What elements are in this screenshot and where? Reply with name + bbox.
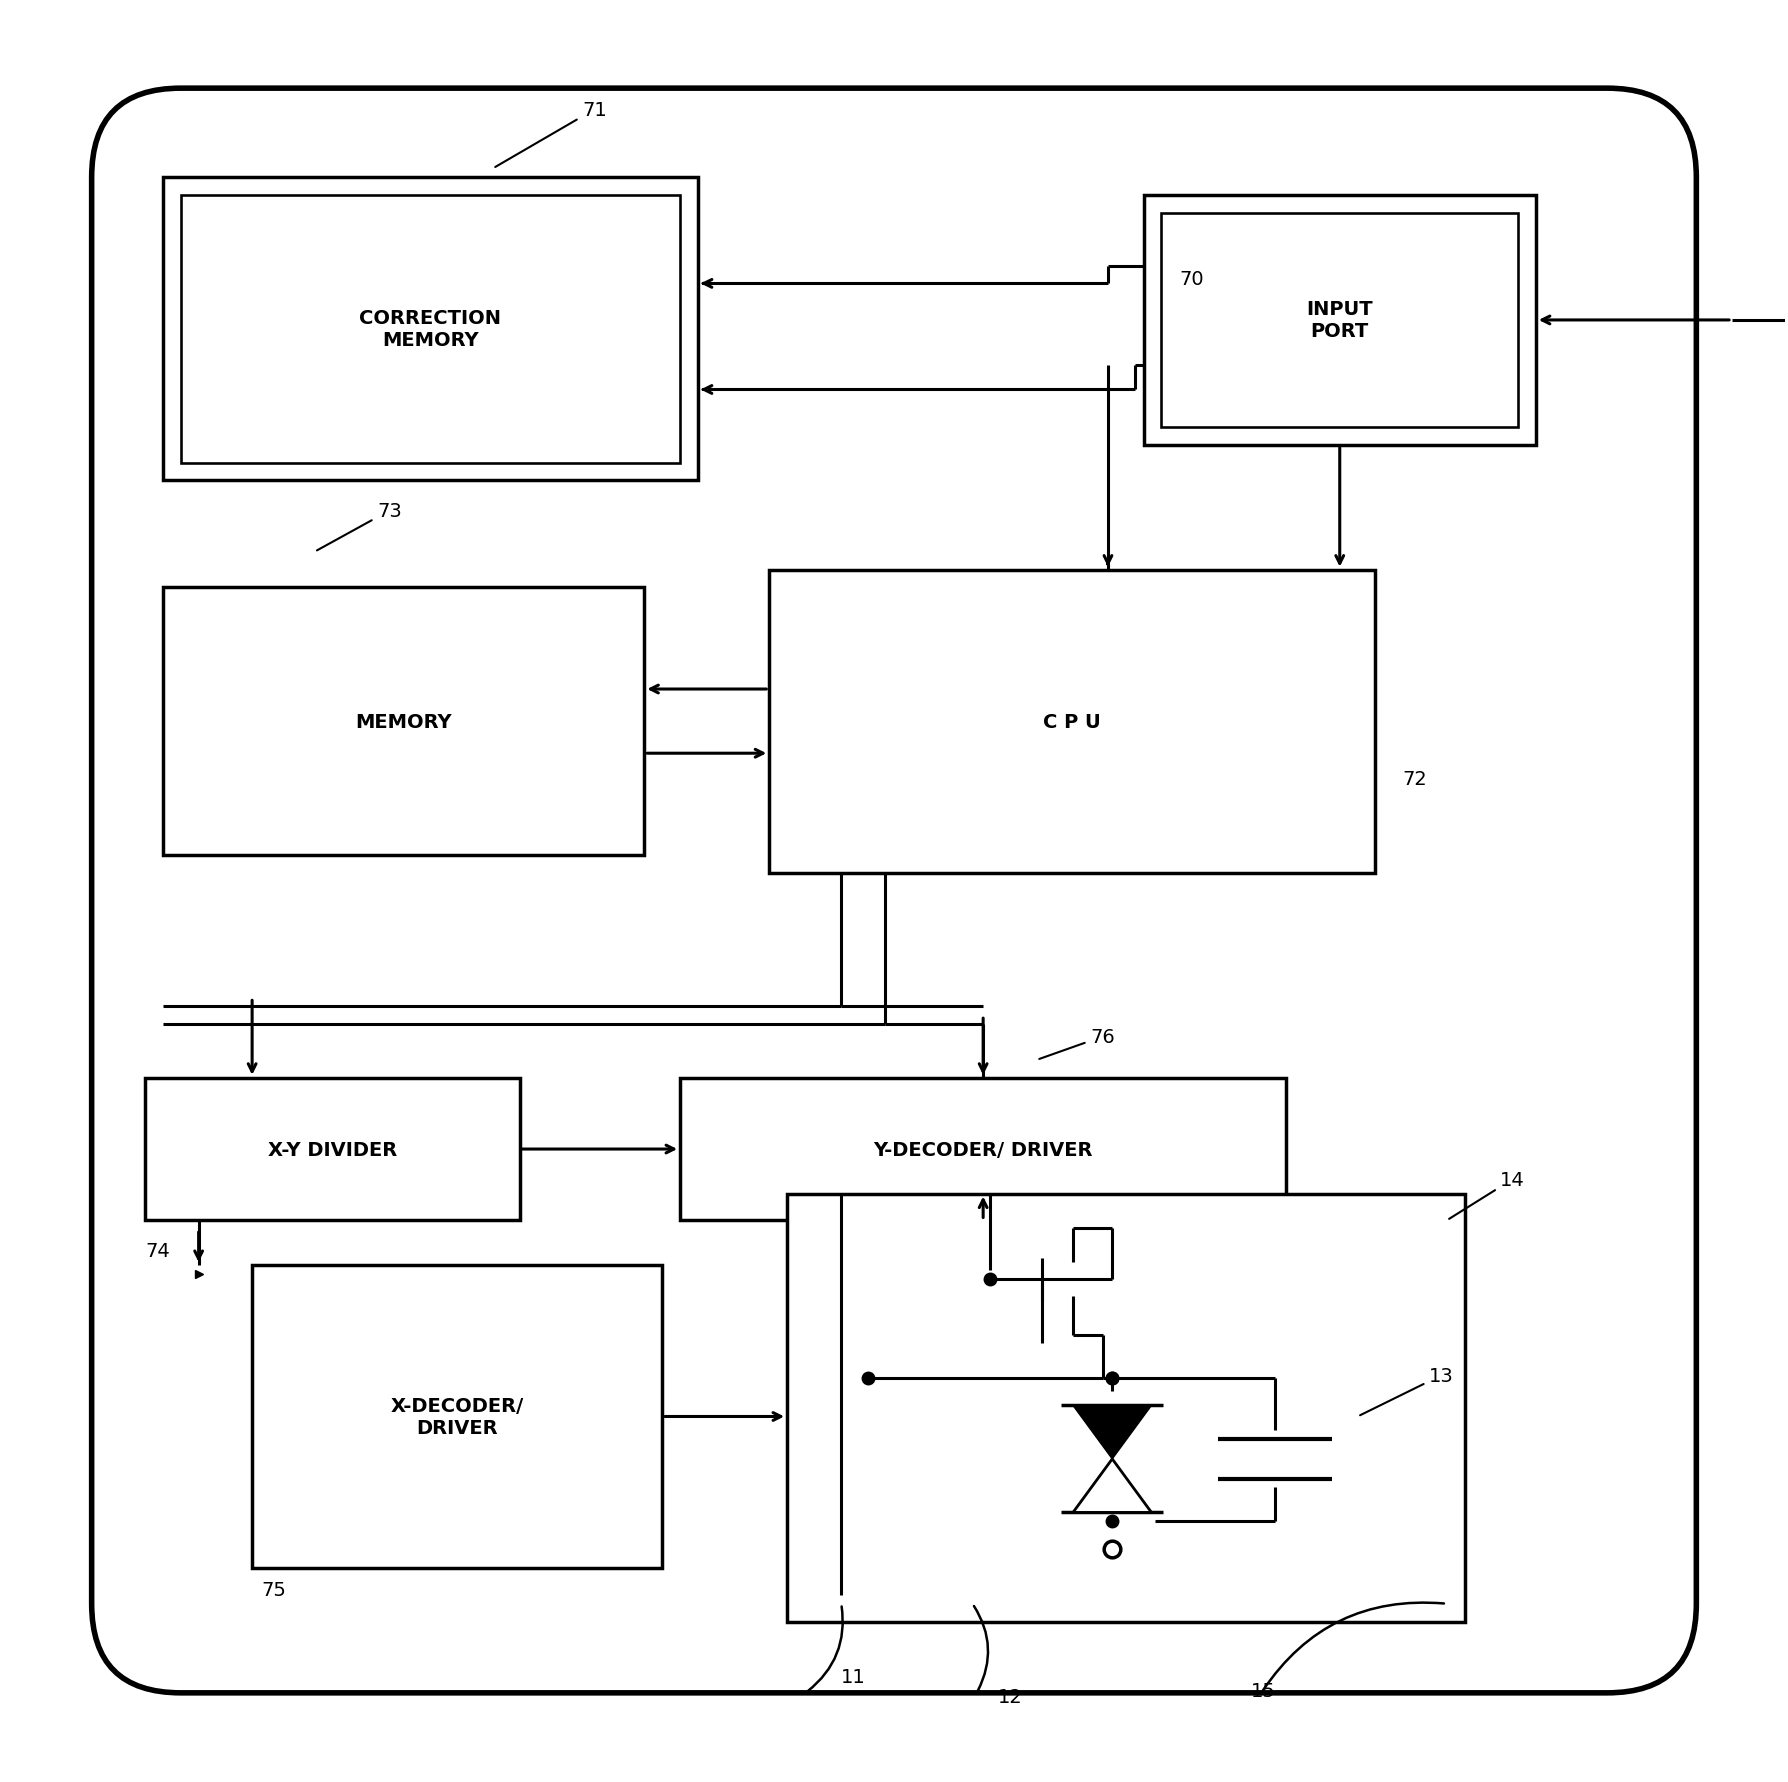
Text: MEMORY: MEMORY: [356, 713, 452, 731]
Text: C P U: C P U: [1044, 713, 1101, 731]
Text: 76: 76: [1039, 1028, 1116, 1059]
Bar: [679, 1078, 1286, 1221]
Text: CORRECTION
MEMORY: CORRECTION MEMORY: [359, 310, 501, 349]
Bar: [769, 570, 1375, 873]
Text: 15: 15: [1250, 1682, 1275, 1700]
Text: 73: 73: [316, 503, 402, 551]
Text: 72: 72: [1402, 770, 1427, 788]
Text: 14: 14: [1448, 1171, 1525, 1219]
Bar: [1162, 214, 1518, 428]
Bar: [181, 196, 679, 463]
Polygon shape: [1073, 1459, 1151, 1513]
FancyBboxPatch shape: [91, 89, 1697, 1693]
Text: 71: 71: [495, 102, 606, 168]
Text: X-DECODER/
DRIVER: X-DECODER/ DRIVER: [390, 1397, 524, 1436]
Bar: [787, 1194, 1464, 1622]
Bar: [163, 588, 644, 855]
Bar: [145, 1078, 520, 1221]
Text: 74: 74: [145, 1242, 170, 1260]
Text: Y-DECODER/ DRIVER: Y-DECODER/ DRIVER: [873, 1140, 1092, 1158]
Text: 75: 75: [261, 1581, 286, 1598]
Bar: [1144, 196, 1536, 446]
Text: 70: 70: [1180, 271, 1203, 289]
Bar: [163, 178, 697, 481]
Text: 13: 13: [1361, 1367, 1454, 1415]
Polygon shape: [1073, 1406, 1151, 1459]
Text: 11: 11: [840, 1668, 865, 1686]
Text: 12: 12: [998, 1688, 1023, 1705]
Text: INPUT
PORT: INPUT PORT: [1307, 301, 1373, 340]
Text: X-Y DIVIDER: X-Y DIVIDER: [268, 1140, 397, 1158]
Bar: [252, 1265, 662, 1568]
